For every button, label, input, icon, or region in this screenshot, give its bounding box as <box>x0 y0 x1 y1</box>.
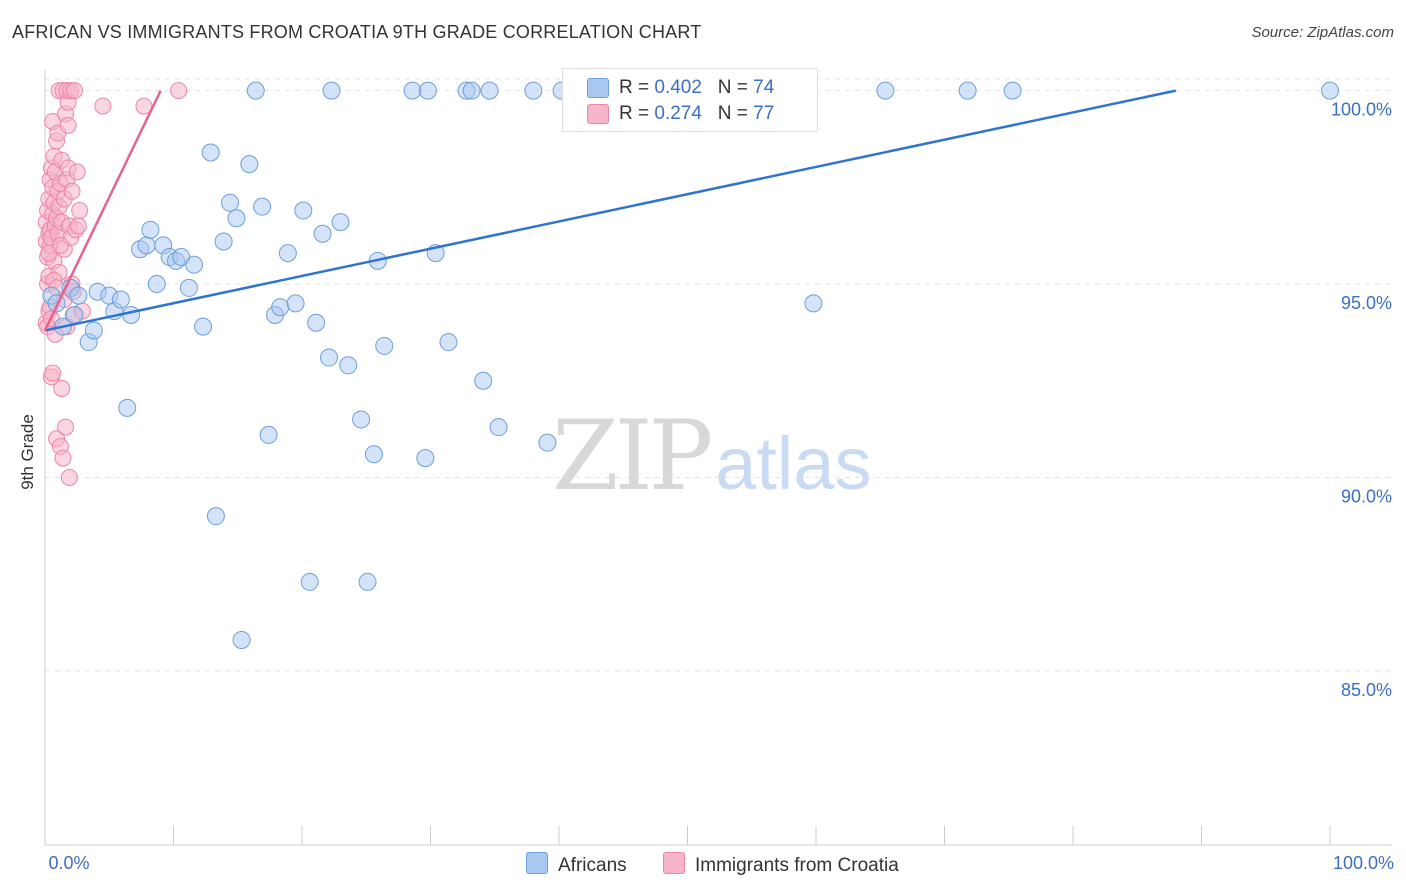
trend-line-africans <box>44 89 1177 332</box>
data-point-africans <box>322 81 341 100</box>
data-point-africans <box>259 425 278 444</box>
data-point-africans <box>300 572 319 591</box>
data-point-africans <box>69 286 88 305</box>
data-point-africans <box>339 356 358 375</box>
data-point-africans <box>358 572 377 591</box>
data-point-croatia <box>170 82 188 100</box>
legend-swatch-croatia <box>663 852 685 874</box>
data-point-africans <box>439 333 458 352</box>
legend-item-africans: Africans <box>526 852 627 878</box>
legend-r-label: R = <box>619 77 650 98</box>
data-point-africans <box>141 220 160 239</box>
legend-r-label: R = <box>619 103 650 124</box>
data-point-africans <box>118 398 137 417</box>
data-point-africans <box>313 224 332 243</box>
y-tick-label: 100.0% <box>1331 100 1392 120</box>
data-point-africans <box>524 81 543 100</box>
y-tick-label: 90.0% <box>1341 486 1392 506</box>
data-point-africans <box>331 213 350 232</box>
data-point-africans <box>307 313 326 332</box>
data-point-africans <box>221 193 240 212</box>
x-tick-label: 0.0% <box>48 853 89 873</box>
data-point-croatia <box>44 364 62 382</box>
data-point-africans <box>179 278 198 297</box>
data-point-africans <box>271 298 290 317</box>
data-point-africans <box>319 348 338 367</box>
correlation-legend: R = 0.402 N = 74 R = 0.274 N = 77 <box>562 68 818 132</box>
data-point-africans <box>418 81 437 100</box>
data-point-africans <box>804 294 823 313</box>
y-tick-label: 95.0% <box>1341 293 1392 313</box>
data-point-africans <box>122 305 141 324</box>
legend-n-label: N = <box>717 103 748 124</box>
data-point-africans <box>206 507 225 526</box>
data-point-africans <box>201 143 220 162</box>
data-point-africans <box>185 255 204 274</box>
data-point-croatia <box>57 418 75 436</box>
data-point-africans <box>474 371 493 390</box>
data-point-africans <box>84 321 103 340</box>
y-tick-label: 85.0% <box>1341 680 1392 700</box>
data-point-africans <box>194 317 213 336</box>
legend-swatch-blue <box>587 78 609 98</box>
data-point-africans <box>480 81 499 100</box>
legend-n-label: N = <box>717 77 748 98</box>
data-point-croatia <box>71 202 89 220</box>
data-point-africans <box>958 81 977 100</box>
data-point-africans <box>232 630 251 649</box>
legend-swatch-pink <box>587 104 609 124</box>
source-label: Source: ZipAtlas.com <box>1251 24 1394 41</box>
legend-n-value: 74 <box>753 77 775 98</box>
data-point-croatia <box>66 82 84 100</box>
data-point-croatia <box>53 379 71 397</box>
legend-item-croatia: Immigrants from Croatia <box>663 852 899 878</box>
data-point-africans <box>403 81 422 100</box>
data-point-africans <box>65 305 84 324</box>
data-point-africans <box>364 445 383 464</box>
data-point-africans <box>416 449 435 468</box>
data-point-africans <box>137 236 156 255</box>
data-point-africans <box>246 81 265 100</box>
data-point-africans <box>294 201 313 220</box>
data-point-africans <box>147 275 166 294</box>
data-point-africans <box>111 290 130 309</box>
data-point-croatia <box>68 163 86 181</box>
data-point-africans <box>352 410 371 429</box>
data-point-africans <box>489 418 508 437</box>
data-point-africans <box>240 155 259 174</box>
data-point-croatia <box>60 468 78 486</box>
legend-n-value: 77 <box>753 103 775 124</box>
data-point-croatia <box>69 217 87 235</box>
legend-swatch-africans <box>526 852 548 874</box>
data-point-africans <box>278 244 297 263</box>
data-point-africans <box>462 81 481 100</box>
legend-label-africans: Africans <box>558 855 627 876</box>
legend-r-value: 0.402 <box>654 77 702 98</box>
data-point-africans <box>253 197 272 216</box>
data-point-africans <box>1321 81 1339 100</box>
data-point-croatia <box>51 236 69 254</box>
watermark: ZIPatlas <box>552 400 872 512</box>
legend-r-value: 0.274 <box>654 103 702 124</box>
watermark-zip: ZIP <box>552 400 713 512</box>
data-point-croatia <box>94 97 112 115</box>
data-point-croatia <box>63 182 81 200</box>
trend-line-croatia <box>43 90 162 332</box>
x-tick-label: 100.0% <box>1333 853 1394 873</box>
data-point-africans <box>375 336 394 355</box>
data-point-africans <box>538 433 557 452</box>
watermark-atlas: atlas <box>715 422 872 505</box>
data-point-croatia <box>54 449 72 467</box>
data-point-africans <box>1003 81 1022 100</box>
data-point-africans <box>214 232 233 251</box>
chart-title: AFRICAN VS IMMIGRANTS FROM CROATIA 9TH G… <box>12 22 702 42</box>
data-point-africans <box>227 209 246 228</box>
data-point-africans <box>286 294 305 313</box>
legend-label-croatia: Immigrants from Croatia <box>695 855 899 876</box>
data-point-africans <box>876 81 895 100</box>
data-point-croatia <box>59 116 77 134</box>
